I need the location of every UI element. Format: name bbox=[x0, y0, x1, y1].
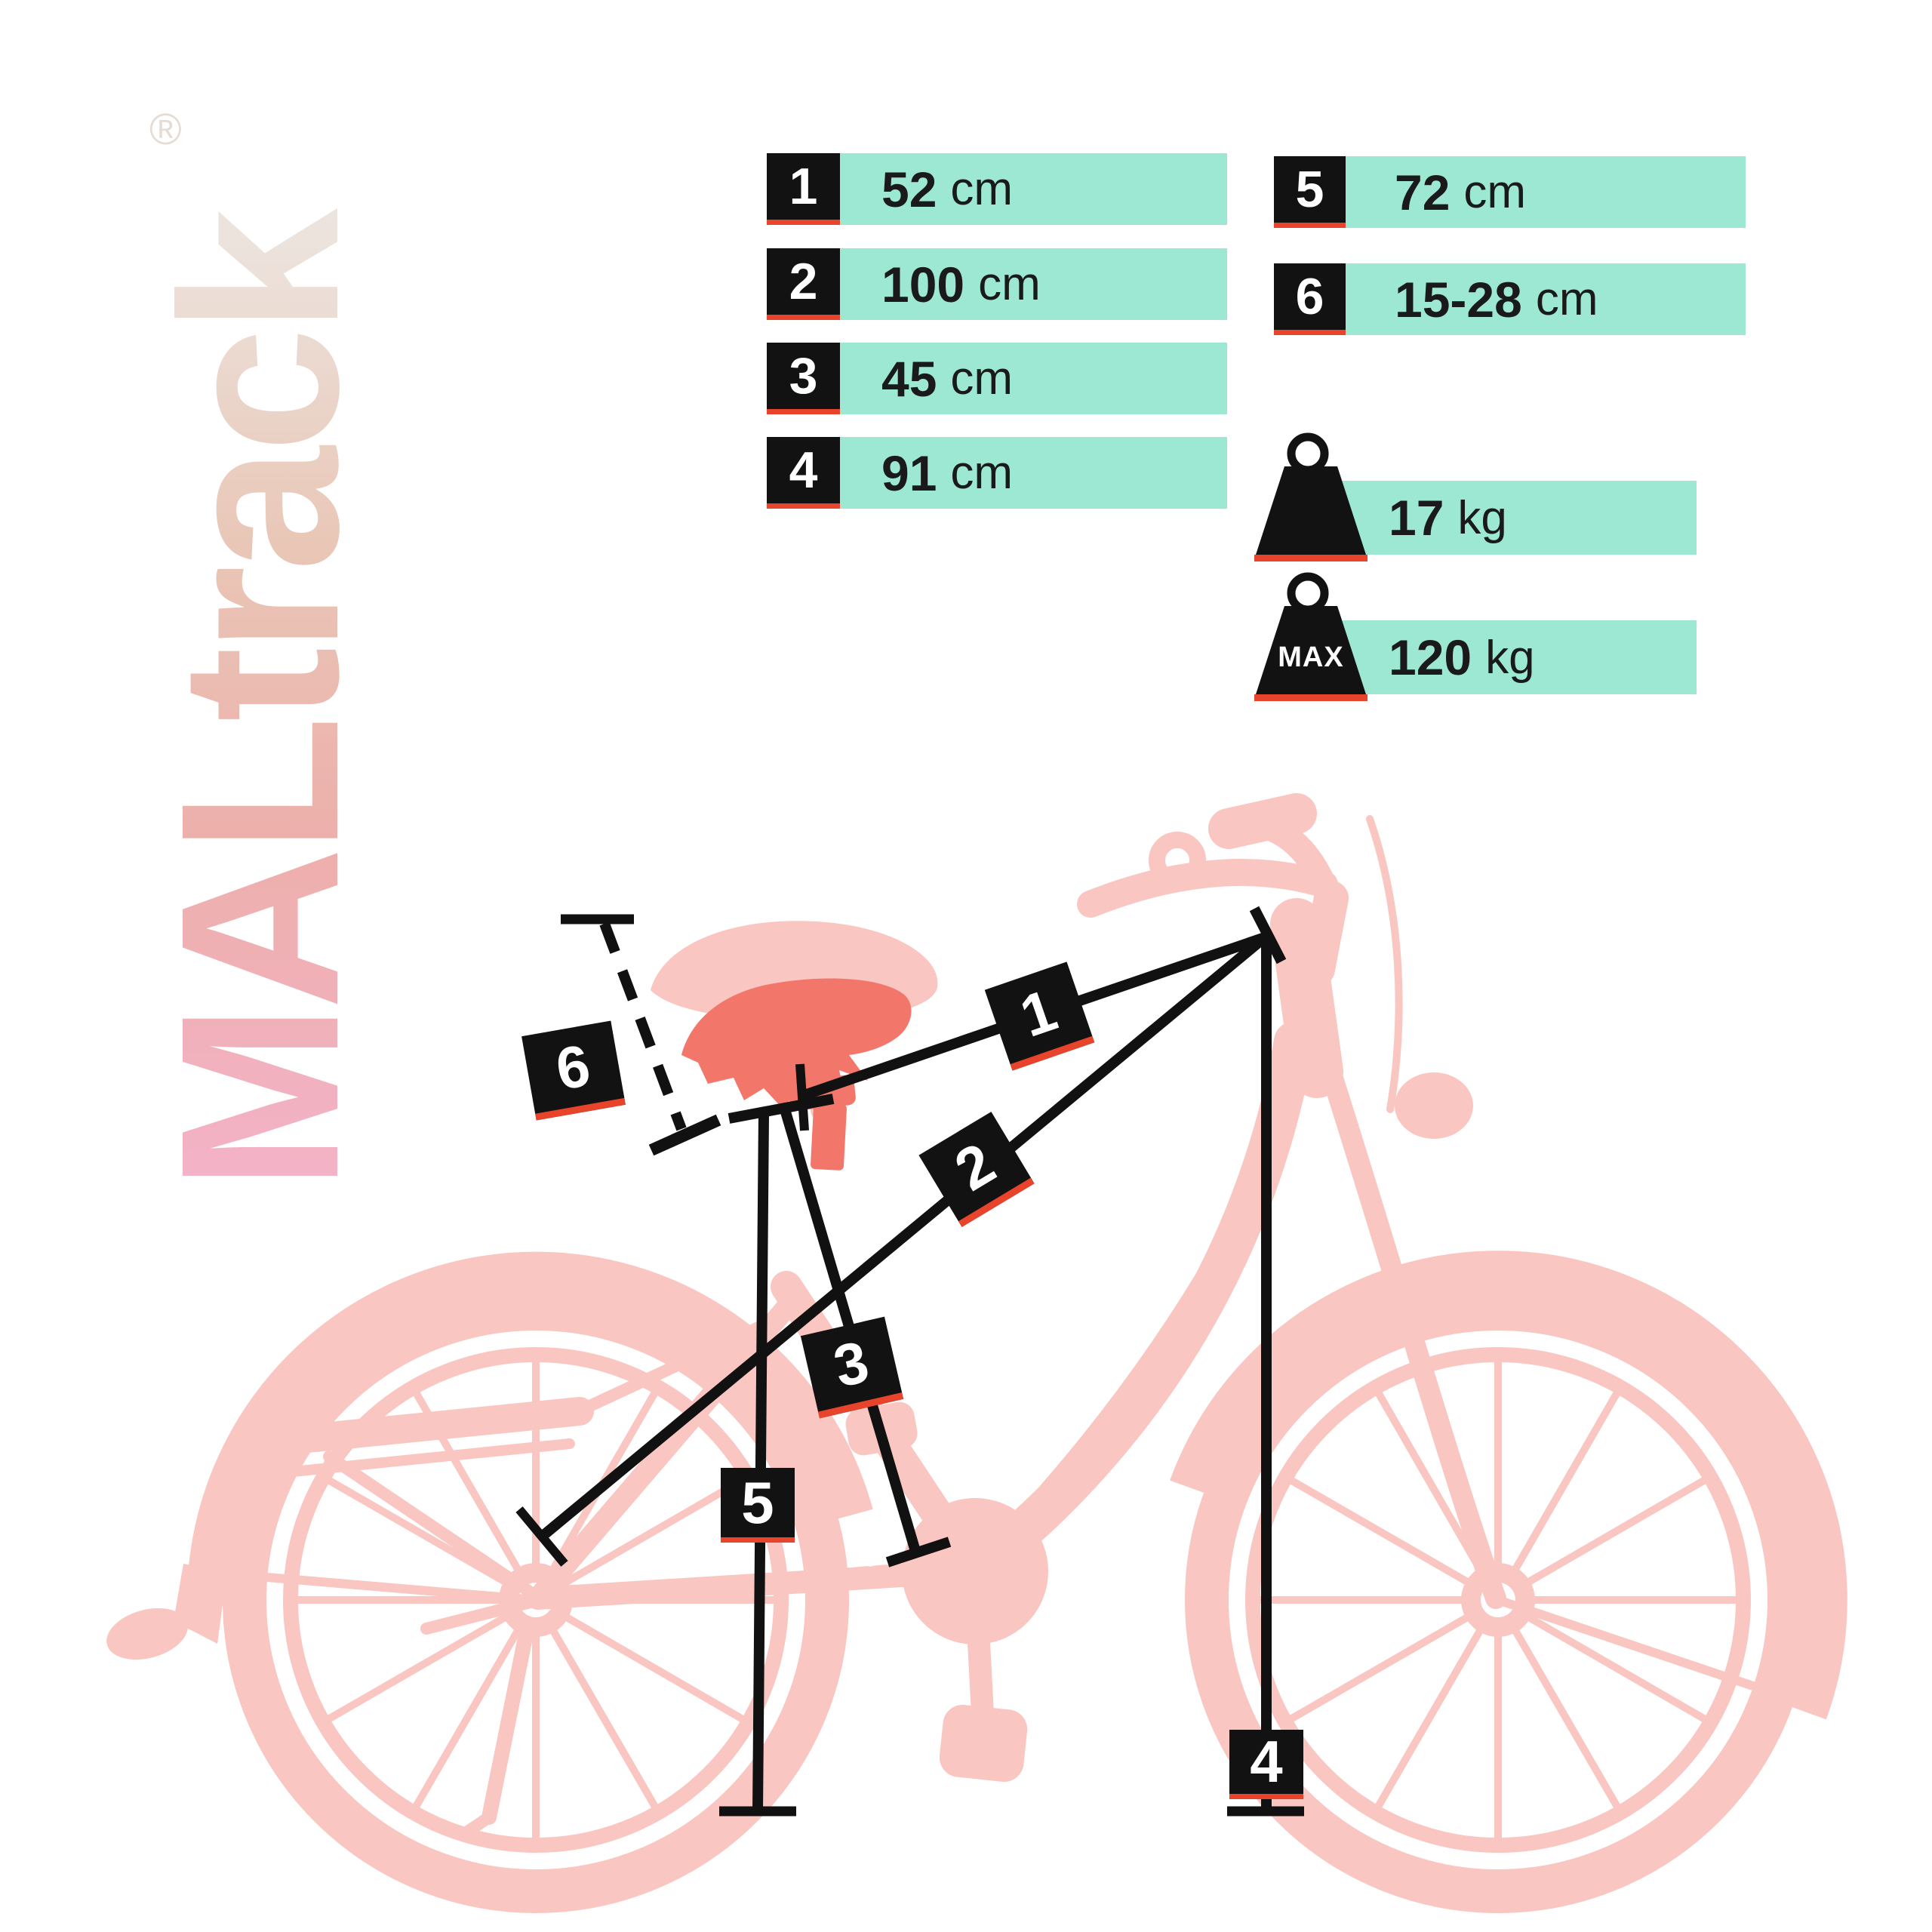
legend-num-4: 4 bbox=[767, 437, 840, 509]
rear-rack bbox=[248, 1397, 594, 1457]
tick bbox=[885, 1537, 952, 1567]
bike-weight-bar bbox=[1328, 481, 1697, 555]
handlebar-far bbox=[1077, 859, 1338, 918]
fork bbox=[1318, 1054, 1506, 1609]
measurement-lines bbox=[515, 906, 1304, 1817]
tick bbox=[648, 1114, 721, 1156]
measurement-line-5 bbox=[752, 1113, 769, 1812]
seatpost-highlight bbox=[811, 1103, 847, 1171]
max-weight-text: 120 kg bbox=[1389, 629, 1535, 685]
front-spokes bbox=[1249, 1351, 1747, 1849]
grip bbox=[1208, 793, 1317, 849]
measurement-line-2 bbox=[538, 933, 1269, 1541]
bike-frame-group bbox=[106, 793, 1847, 1913]
legend-bar-5: 72 cm bbox=[1346, 156, 1746, 228]
bike-weight-text: 17 kg bbox=[1389, 490, 1507, 546]
measurement-line-6-dashed bbox=[599, 921, 687, 1131]
saddle-highlight-icon bbox=[681, 978, 912, 1111]
diagram-tag-6: 6 bbox=[521, 1020, 626, 1121]
tick bbox=[1249, 906, 1287, 964]
max-weight-bar bbox=[1328, 620, 1697, 694]
rack-strut bbox=[323, 1451, 539, 1600]
headlight-icon bbox=[1395, 1072, 1473, 1139]
legend-bar-6: 15-28 cm bbox=[1346, 263, 1746, 335]
diagram-tag-4: 4 bbox=[1229, 1728, 1303, 1799]
kickstand bbox=[481, 1623, 534, 1825]
pedal bbox=[939, 1704, 1028, 1783]
front-fender-stay bbox=[1494, 1595, 1804, 1706]
legend-num-2: 2 bbox=[767, 248, 840, 320]
diagram-tag-5: 5 bbox=[721, 1468, 795, 1543]
tick bbox=[515, 1506, 568, 1567]
legend-num-1: 1 bbox=[767, 153, 840, 225]
head-tube bbox=[1270, 898, 1343, 1098]
front-fender bbox=[1170, 1251, 1847, 1720]
tick bbox=[728, 1094, 835, 1124]
rear-fender-stay bbox=[218, 1569, 540, 1604]
legend-num-6: 6 bbox=[1274, 263, 1346, 335]
crank-arm bbox=[964, 1560, 995, 1740]
brake-cable bbox=[1366, 815, 1403, 1113]
front-tire bbox=[1185, 1287, 1811, 1913]
chain bbox=[569, 1562, 921, 1598]
legend-num-3: 3 bbox=[767, 343, 840, 414]
legend-bar-4: 91 cm bbox=[840, 437, 1227, 509]
rear-tire bbox=[223, 1287, 849, 1913]
legend-bar-2: 100 cm bbox=[840, 248, 1227, 320]
bell-icon bbox=[1149, 832, 1206, 889]
seat-stay bbox=[527, 1294, 800, 1609]
legend-num-5: 5 bbox=[1274, 156, 1346, 228]
legend-bar-1: 52 cm bbox=[840, 153, 1227, 225]
max-badge: MAX bbox=[1278, 641, 1344, 673]
registered-trademark-icon: ® bbox=[149, 104, 182, 155]
legend-bar-3: 45 cm bbox=[840, 343, 1227, 414]
tick bbox=[795, 1063, 809, 1131]
